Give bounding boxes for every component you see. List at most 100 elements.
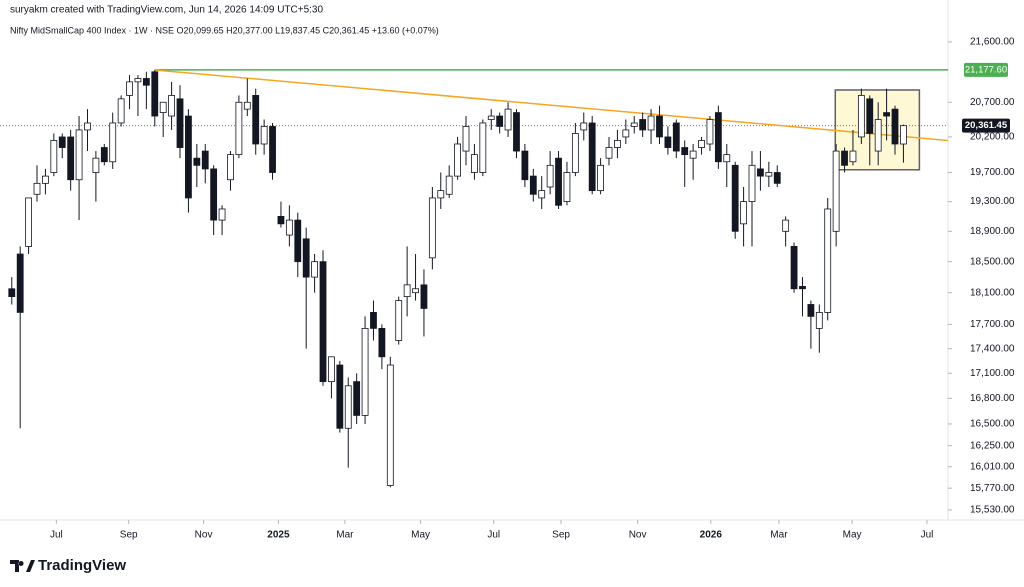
x-tick-label: May bbox=[411, 530, 430, 541]
candle-body bbox=[319, 261, 327, 383]
y-tick-label: 15,530.00 bbox=[970, 505, 1015, 516]
candle-body bbox=[168, 95, 175, 117]
candle-body bbox=[580, 122, 588, 131]
candle-body bbox=[84, 122, 91, 131]
y-tick-label: 17,700.00 bbox=[970, 319, 1015, 330]
candle-body bbox=[740, 201, 747, 225]
candle-body bbox=[109, 122, 117, 163]
candle-body bbox=[723, 154, 731, 163]
candle-body bbox=[42, 175, 49, 184]
candle-body bbox=[437, 190, 445, 199]
candle-body bbox=[412, 288, 419, 294]
candle-body bbox=[529, 175, 537, 195]
candle-body bbox=[639, 119, 647, 131]
candle-body bbox=[555, 157, 562, 206]
candle-body bbox=[403, 284, 411, 297]
x-tick-label: May bbox=[843, 530, 862, 541]
candle-body bbox=[243, 101, 251, 110]
x-tick-label: Jul bbox=[50, 530, 63, 541]
candle-body bbox=[773, 172, 781, 184]
candle-body bbox=[100, 147, 108, 163]
candle-body bbox=[328, 356, 335, 383]
candle-body bbox=[353, 381, 361, 416]
candle-body bbox=[689, 150, 697, 159]
candle-body bbox=[302, 238, 310, 278]
candle-body bbox=[597, 164, 604, 192]
y-tick-label: 20,200.00 bbox=[970, 132, 1015, 143]
y-tick-label: 15,770.00 bbox=[970, 483, 1015, 494]
candle-body bbox=[748, 164, 756, 203]
candle-body bbox=[25, 197, 32, 247]
candle-body bbox=[33, 182, 41, 195]
x-tick-label: 2026 bbox=[700, 530, 723, 541]
candle-body bbox=[714, 112, 722, 163]
candle-body bbox=[664, 136, 672, 148]
brand-name: TradingView bbox=[38, 557, 126, 574]
candle-body bbox=[378, 327, 386, 358]
last-price-label-bg bbox=[962, 118, 1010, 133]
candle-body bbox=[706, 119, 714, 145]
candle-body bbox=[218, 208, 226, 221]
candle-body bbox=[832, 150, 840, 232]
x-tick-label: Sep bbox=[120, 530, 138, 541]
y-tick-label: 17,400.00 bbox=[970, 343, 1015, 354]
y-tick-label: 18,900.00 bbox=[970, 226, 1015, 237]
candle-body bbox=[790, 246, 798, 290]
candle-body bbox=[294, 219, 302, 263]
candle-body bbox=[269, 126, 276, 173]
candle-body bbox=[344, 385, 352, 429]
candle-body bbox=[546, 164, 554, 188]
candle-body bbox=[799, 286, 806, 290]
candle-body bbox=[841, 150, 848, 166]
y-tick-label: 19,700.00 bbox=[970, 167, 1015, 178]
candle-body bbox=[471, 154, 478, 173]
candle-body bbox=[731, 164, 739, 232]
candle-body bbox=[521, 150, 529, 181]
candle-body bbox=[235, 101, 243, 156]
candle-body bbox=[395, 300, 403, 341]
candle-body bbox=[311, 261, 318, 278]
candle-body bbox=[16, 253, 24, 313]
y-tick-label: 20,700.00 bbox=[970, 97, 1015, 108]
x-tick-label: Mar bbox=[770, 530, 788, 541]
candle-body bbox=[336, 364, 344, 429]
candle-body bbox=[134, 78, 142, 83]
candle-body bbox=[782, 219, 790, 232]
trendline bbox=[154, 69, 949, 142]
candle-body bbox=[588, 122, 596, 192]
candle-body bbox=[849, 150, 857, 163]
candle-body bbox=[513, 112, 520, 152]
candle-body bbox=[614, 140, 621, 148]
candle-body bbox=[824, 208, 832, 313]
y-tick-label: 19,300.00 bbox=[970, 196, 1015, 207]
last-price-label: 20,361.45 bbox=[965, 120, 1008, 131]
candle-body bbox=[58, 136, 66, 148]
candle-body bbox=[874, 119, 882, 152]
candle-body bbox=[361, 327, 369, 416]
candle-body bbox=[210, 168, 218, 221]
y-tick-label: 16,250.00 bbox=[970, 440, 1015, 451]
candle-body bbox=[227, 154, 234, 181]
y-tick-label: 16,800.00 bbox=[970, 393, 1015, 404]
candle-body bbox=[630, 122, 638, 127]
candle-body bbox=[765, 172, 773, 177]
y-tick-label: 18,100.00 bbox=[970, 287, 1015, 298]
candle-body bbox=[420, 284, 428, 309]
x-tick-label: Mar bbox=[336, 530, 354, 541]
candle-body bbox=[185, 115, 192, 199]
candle-body bbox=[571, 133, 579, 173]
x-tick-label: 2025 bbox=[267, 530, 290, 541]
candle-body bbox=[252, 95, 260, 145]
y-tick-label: 16,010.00 bbox=[970, 461, 1015, 472]
candle-body bbox=[622, 129, 630, 138]
x-tick-label: Jul bbox=[487, 530, 500, 541]
candle-body bbox=[883, 112, 890, 117]
candle-body bbox=[428, 197, 436, 259]
chart-title: suryakm created with TradingView.com, Ju… bbox=[10, 5, 323, 16]
x-tick-label: Nov bbox=[629, 530, 647, 541]
candle-body bbox=[891, 108, 899, 145]
candle-body bbox=[698, 140, 705, 148]
y-tick-label: 17,100.00 bbox=[970, 368, 1015, 379]
candle-body bbox=[117, 98, 125, 124]
